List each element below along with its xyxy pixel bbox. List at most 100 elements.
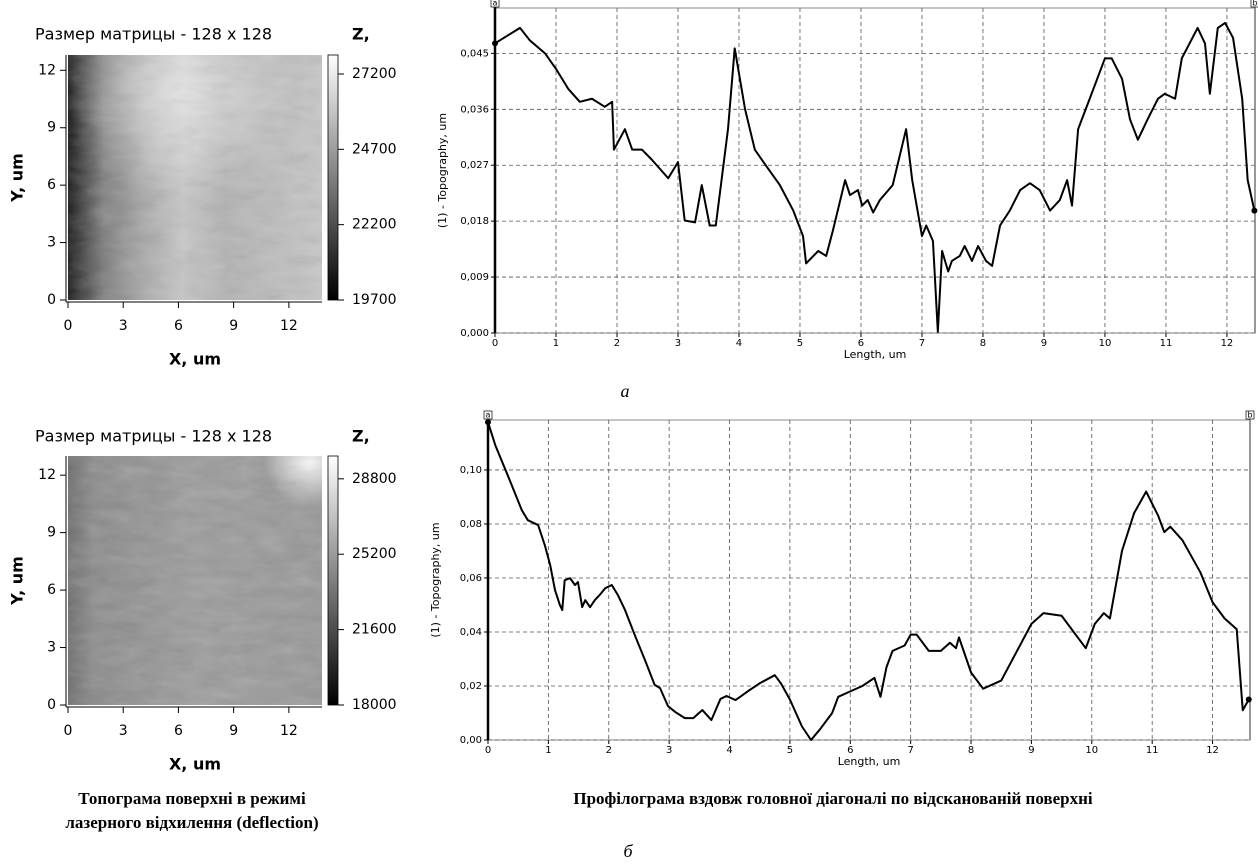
x-tick-label: 4 (726, 745, 732, 756)
x-tick-label: 9 (1028, 745, 1034, 756)
cursor-label: b (1252, 0, 1257, 8)
colorbar (327, 455, 339, 706)
cursor-label: a (486, 411, 491, 420)
y-tick-label: 0,10 (460, 465, 482, 476)
colorbar-tick-label: 24700 (352, 141, 397, 157)
x-tick-label: 11 (1146, 745, 1159, 756)
colorbar-title: Z, (352, 25, 370, 44)
y-tick-label: 3 (47, 235, 56, 251)
y-tick-label: 0,036 (460, 104, 489, 115)
caption: Топограма поверхні в режимі (78, 789, 306, 808)
colorbar (327, 54, 339, 301)
colorbar-tick-label: 28800 (352, 471, 397, 487)
image-title: Размер матрицы - 128 x 128 (35, 25, 272, 44)
y-tick-label: 3 (47, 640, 56, 656)
x-tick-label: 2 (606, 745, 612, 756)
y-tick-label: 0,045 (460, 48, 489, 59)
x-tick-label: 10 (1099, 338, 1112, 349)
x-tick-label: 3 (675, 338, 681, 349)
profile-line (487, 421, 1250, 741)
x-tick-label: 8 (980, 338, 986, 349)
x-tick-label: 6 (174, 318, 183, 334)
y-axis-label: Y, um (8, 556, 27, 606)
cursor-label: b (1247, 411, 1252, 420)
plot-area (487, 419, 1251, 741)
topography-texture (68, 456, 322, 705)
image-title: Размер матрицы - 128 x 128 (35, 427, 272, 446)
x-tick-label: 7 (919, 338, 925, 349)
x-tick-label: 9 (229, 318, 238, 334)
y-axis-label: (1) - Topography, um (436, 113, 449, 228)
x-tick-label: 9 (229, 723, 238, 739)
y-tick-label: 0,009 (460, 272, 489, 283)
x-tick-label: 3 (119, 318, 128, 334)
caption: Профілограма вздовж головної діагоналі п… (573, 789, 1093, 808)
colorbar-tick-label: 25200 (352, 546, 397, 562)
y-tick-label: 0,00 (460, 735, 482, 746)
cursor-box (490, 0, 500, 8)
y-tick-label: 0,018 (460, 216, 489, 227)
caption: лазерного відхилення (deflection) (65, 813, 318, 832)
y-tick-label: 6 (47, 177, 56, 193)
panel-label: б (623, 841, 633, 861)
x-tick-label: 10 (1085, 745, 1098, 756)
y-tick-label: 0,04 (460, 627, 482, 638)
x-tick-label: 5 (797, 338, 803, 349)
x-axis-label: Length, um (844, 348, 907, 361)
x-tick-label: 3 (119, 723, 128, 739)
y-axis-label: Y, um (8, 153, 27, 203)
x-tick-label: 9 (1041, 338, 1047, 349)
y-tick-label: 0,000 (460, 328, 489, 339)
x-tick-label: 0 (485, 745, 491, 756)
y-tick-label: 6 (47, 582, 56, 598)
y-tick-label: 9 (47, 120, 56, 136)
profile-line (494, 21, 1256, 333)
x-tick-label: 12 (1206, 745, 1219, 756)
x-axis-label: Length, um (838, 755, 901, 768)
end-point (1251, 207, 1258, 214)
y-tick-label: 0,08 (460, 519, 482, 530)
y-tick-label: 9 (47, 525, 56, 541)
x-tick-label: 6 (847, 745, 853, 756)
x-tick-label: 0 (492, 338, 498, 349)
end-point (485, 419, 491, 426)
x-tick-label: 11 (1160, 338, 1173, 349)
y-tick-label: 0,02 (460, 681, 482, 692)
y-tick-label: 12 (38, 467, 56, 483)
colorbar-title: Z, (352, 427, 370, 446)
x-tick-label: 2 (614, 338, 620, 349)
x-tick-label: 6 (174, 723, 183, 739)
y-tick-label: 0,027 (460, 160, 489, 171)
panel-label: а (621, 381, 630, 401)
x-tick-label: 0 (64, 723, 73, 739)
cursor-box (1250, 0, 1258, 8)
end-point (492, 40, 498, 47)
y-tick-label: 0,06 (460, 573, 482, 584)
end-point (1245, 696, 1252, 703)
x-tick-label: 7 (907, 745, 913, 756)
x-tick-label: 1 (553, 338, 559, 349)
x-tick-label: 12 (1221, 338, 1234, 349)
cursor-box (483, 410, 493, 420)
cursor-label: a (493, 0, 498, 8)
colorbar-tick-label: 21600 (352, 622, 397, 638)
y-axis-label: (1) - Topography, um (429, 522, 442, 637)
x-tick-label: 12 (280, 723, 298, 739)
x-tick-label: 12 (280, 318, 298, 334)
colorbar-tick-label: 19700 (352, 292, 397, 308)
y-tick-label: 12 (38, 62, 56, 78)
plot-area (494, 7, 1256, 334)
y-tick-label: 0 (47, 292, 56, 308)
x-tick-label: 1 (545, 745, 551, 756)
x-tick-label: 0 (64, 318, 73, 334)
topography-texture (68, 55, 322, 300)
x-tick-label: 5 (787, 745, 793, 756)
x-axis-label: X, um (169, 755, 221, 774)
colorbar-tick-label: 22200 (352, 217, 397, 233)
x-axis-label: X, um (169, 350, 221, 369)
colorbar-tick-label: 18000 (352, 697, 397, 713)
x-tick-label: 3 (666, 745, 672, 756)
cursor-box (1245, 410, 1255, 420)
x-tick-label: 6 (858, 338, 864, 349)
